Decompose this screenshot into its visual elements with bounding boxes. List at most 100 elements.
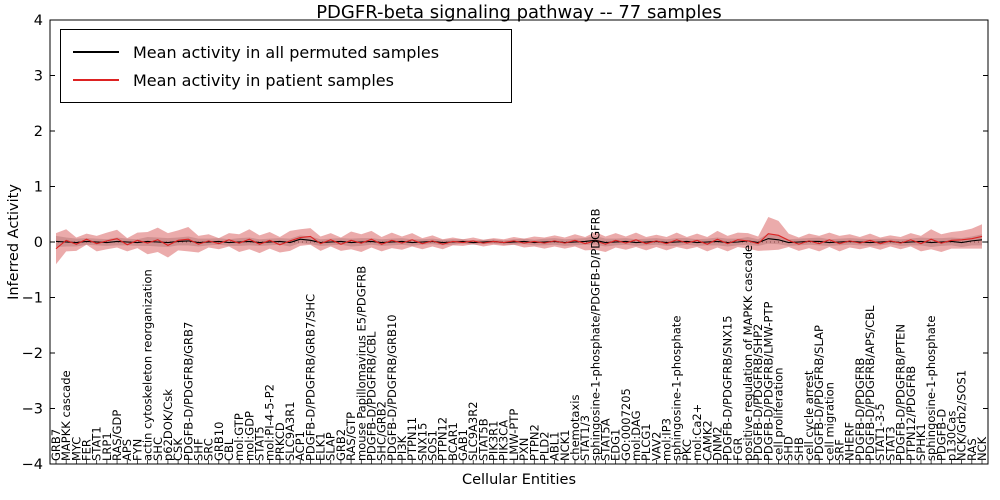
x-tick-label: VAV2: [649, 432, 663, 461]
x-tick-label: PKC: [680, 439, 694, 461]
x-tick-label: PI3K: [395, 435, 409, 461]
x-tick-label: sphingosine-1-phosphate: [924, 316, 938, 461]
patient-line: [55, 233, 983, 250]
x-tick-label: FER: [80, 439, 94, 461]
x-tick-label: NCK: [975, 436, 989, 461]
x-tick-label: STAT5: [253, 426, 267, 461]
x-tick-label: STAT1/3: [578, 415, 592, 461]
x-tick-label: PDGFB-D/PDGFRB/PTEN: [894, 324, 908, 461]
x-tick-label: FYN: [130, 439, 144, 461]
legend-label-permuted: Mean activity in all permuted samples: [133, 42, 440, 62]
x-tick-label: PIK3R1: [487, 421, 501, 462]
x-tick-label: SLC9A3R2: [466, 401, 480, 461]
x-tick-label: GRB2: [334, 429, 348, 461]
axes-frame: [49, 19, 989, 465]
x-tick-label: GRB7: [49, 429, 63, 461]
x-tick-label: LRP1: [100, 432, 114, 461]
x-tick-label: PDGFB-D/PDGFRB/LMW-PTP: [761, 302, 775, 461]
y-tick-label: 2: [34, 124, 43, 140]
x-tick-label: LMW-PTP: [507, 409, 521, 461]
x-tick-label: sphingosine-1-phosphate/PDGFB-D/PDGFRB: [588, 208, 602, 461]
x-tick-label: PRKCD: [273, 422, 287, 461]
x-tick-label: mol:GDP: [242, 411, 256, 461]
x-tick-label: MAPKK cascade: [59, 370, 73, 461]
x-tick-label: ACP1: [293, 431, 307, 461]
x-tick-label: GRB10: [212, 422, 226, 461]
x-tick-label: CSK: [171, 438, 185, 461]
x-tick-label: PDGFB-D/PDGFRB/CBL: [364, 331, 378, 461]
x-tick-label: GAB1: [456, 429, 470, 461]
x-tick-label: SHB: [792, 437, 806, 461]
x-tick-label: PTPN11: [405, 417, 419, 461]
x-tick-label: sphingosine-1-phosphate: [670, 316, 684, 461]
x-tick-label: cell proliferation: [771, 367, 785, 461]
x-tick-label: ABL1: [548, 432, 562, 461]
x-tick-label: STAT1-3-5: [873, 403, 887, 461]
x-tick-label: NCK1: [558, 430, 572, 462]
legend-label-patient: Mean activity in patient samples: [133, 70, 394, 90]
y-tick-label: 1: [34, 180, 43, 196]
patient-band: [56, 217, 982, 265]
x-tick-label: p62DOK/Csk: [161, 389, 175, 461]
legend: Mean activity in all permuted samples Me…: [60, 29, 512, 103]
x-tick-label: mouse Papillomavirus E5/PDGFRB: [354, 266, 368, 461]
x-tick-label: PIK3CA: [497, 420, 511, 461]
x-tick-label: FGR: [731, 437, 745, 461]
x-tick-label: SHD: [782, 436, 796, 461]
x-tick-label: RAS/GDP: [110, 410, 124, 461]
y-axis-label: Inferred Activity: [6, 184, 22, 300]
y-tick-label: −3: [22, 402, 43, 418]
x-tick-label: mol:DAG: [629, 410, 643, 461]
chart-title: PDGFR-beta signaling pathway -- 77 sampl…: [316, 2, 722, 23]
x-tick-label: RAS/GTP: [344, 412, 358, 461]
x-tick-label: PDGFB-D/PDGFRB/GRB7: [181, 322, 195, 461]
x-tick-label: GO:0007205: [619, 388, 633, 461]
x-tick-label: CBL: [222, 438, 236, 461]
x-tick-label: PDGFB-D/PDGFRB/GRB7/SHC: [303, 294, 317, 461]
x-tick-label: mol:IP3: [660, 418, 674, 461]
x-tick-label: RAS: [965, 438, 979, 461]
x-tick-label: PTPN2: [527, 424, 541, 461]
x-tick-label: PDGFB-D/PDGFRB/SHP2: [751, 324, 765, 461]
x-tick-label: STAT1: [90, 426, 104, 461]
x-tick-label: cell cycle arrest: [802, 370, 816, 461]
legend-entry-permuted: Mean activity in all permuted samples: [73, 38, 499, 66]
x-tick-label: PLCG1: [639, 423, 653, 461]
x-tick-label: SHF: [191, 438, 205, 461]
x-tick-label: chemotaxis: [568, 395, 582, 461]
x-tick-label: PDGFB-D/PDGFRB/SNX15: [721, 315, 735, 461]
legend-line-permuted-icon: [73, 51, 119, 53]
x-tick-label: PDGFB-D/PDGFRB/APS/CBL: [863, 305, 877, 461]
legend-line-patient-icon: [73, 79, 119, 81]
x-tick-label: BCAR1: [446, 422, 460, 461]
x-tick-label: ELK1: [314, 432, 328, 461]
x-tick-label: PLD2: [537, 431, 551, 461]
x-tick-label: p130Cas: [944, 411, 958, 461]
y-tick-label: 3: [34, 69, 43, 85]
x-tick-label: CAMK2: [700, 420, 714, 461]
x-tick-label: actin cytoskeleton reorganization: [141, 269, 155, 461]
x-tick-label: MYC: [69, 437, 83, 461]
x-tick-label: SRC: [202, 438, 216, 461]
x-tick-label: STAT5A: [598, 418, 612, 461]
y-tick-label: −2: [22, 346, 43, 362]
x-tick-label: SRF: [833, 439, 847, 461]
permuted-band: [56, 233, 982, 247]
x-tick-label: NHERF: [843, 422, 857, 461]
x-tick-label: EDG1: [609, 429, 623, 461]
x-tick-label: PDGFB-D: [934, 409, 948, 461]
y-tick-label: −1: [22, 291, 43, 307]
x-tick-label: SLAP: [324, 432, 338, 461]
x-tick-label: mol:PI-4-5-P2: [263, 384, 277, 461]
x-tick-label: STAT3: [883, 426, 897, 461]
x-tick-label: PDGFB-D/PDGFRB/GRB10: [385, 314, 399, 461]
x-tick-label: PDGFB-D/PDGFRB/SLAP: [812, 325, 826, 461]
legend-entry-patient: Mean activity in patient samples: [73, 66, 499, 94]
x-tick-label: SPHK1: [914, 423, 928, 461]
y-tick-label: 4: [34, 13, 43, 29]
x-tick-label: NCK/Grb2/SOS1: [955, 370, 969, 461]
x-tick-label: SNX15: [415, 423, 429, 461]
x-tick-label: SHC: [151, 437, 165, 461]
y-tick-label: 0: [34, 235, 43, 251]
